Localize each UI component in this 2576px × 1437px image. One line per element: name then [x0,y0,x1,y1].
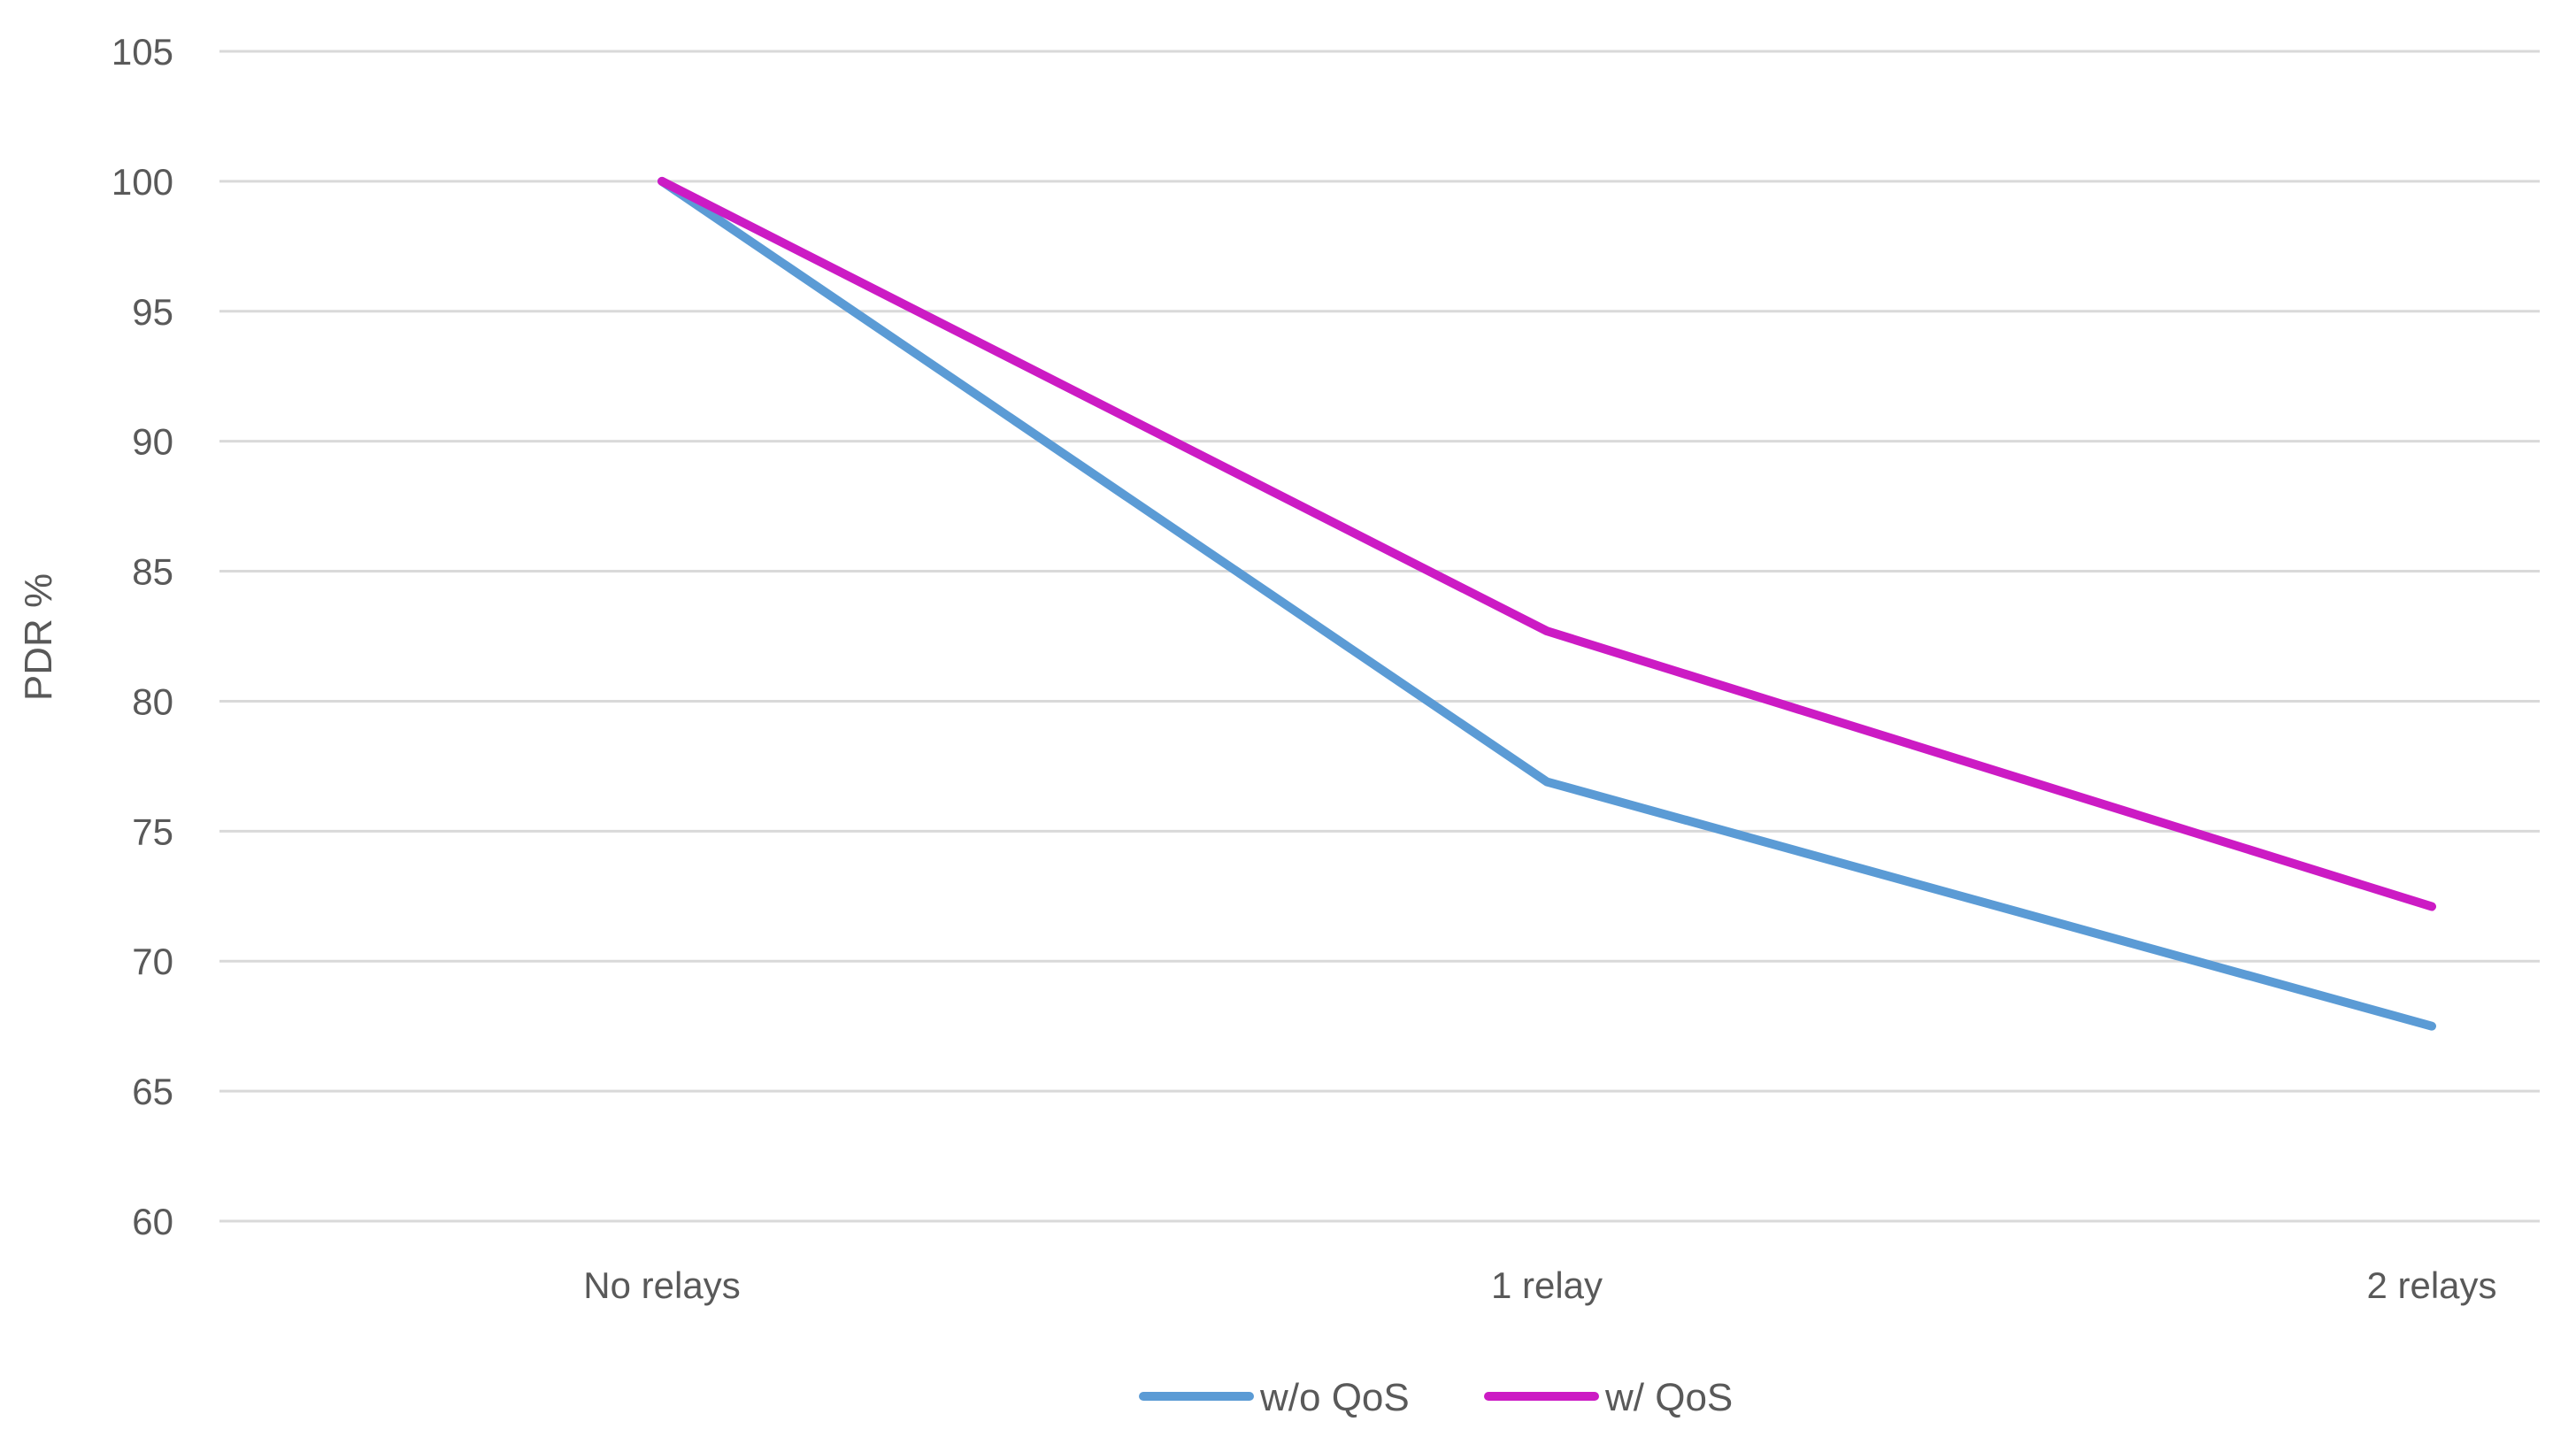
y-tick-label: 75 [132,811,173,852]
x-tick-label: No relays [583,1264,740,1306]
gridlines [219,50,2540,1223]
x-tick-labels: No relays 1 relay 2 relays [583,1264,2496,1306]
series-lines [657,176,2436,1031]
y-tick-label: 95 [132,291,173,333]
series-line-without-qos [657,176,2436,1031]
y-tick-label: 85 [132,551,173,593]
legend-label: w/ QoS [1604,1376,1733,1419]
y-tick-label: 105 [111,31,173,73]
legend-label: w/o QoS [1259,1376,1410,1419]
y-tick-label: 80 [132,680,173,722]
legend: w/o QoS w/ QoS [1139,1376,1733,1419]
x-tick-label: 1 relay [1491,1264,1603,1306]
series-line-with-qos [657,176,2436,911]
y-tick-label: 60 [132,1201,173,1242]
y-tick-label: 70 [132,941,173,982]
y-tick-label: 100 [111,161,173,203]
x-tick-label: 2 relays [2366,1264,2496,1306]
y-axis-title: PDR % [17,573,60,701]
y-tick-labels: 60 65 70 75 80 85 90 95 100 105 [111,31,173,1242]
y-tick-label: 65 [132,1071,173,1112]
y-tick-label: 90 [132,421,173,463]
